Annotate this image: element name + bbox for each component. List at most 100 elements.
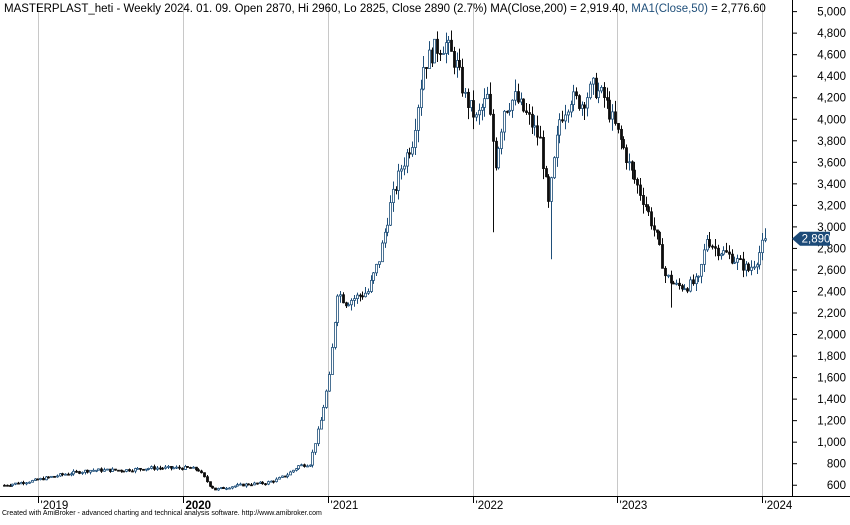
- candle-body: [522, 98, 525, 112]
- candle-body: [317, 428, 320, 445]
- candle-body: [667, 274, 670, 277]
- candle-body: [11, 483, 14, 486]
- candle-body: [481, 107, 484, 111]
- candle-body: [528, 112, 531, 115]
- candle-body: [661, 244, 664, 269]
- candle-body: [567, 111, 570, 116]
- candle-body: [445, 42, 448, 54]
- y-tick-label: 2,600: [817, 265, 846, 277]
- candle-body: [278, 477, 281, 480]
- candle-body: [150, 466, 153, 469]
- candle-body: [403, 165, 406, 170]
- candle-body: [142, 468, 145, 471]
- candle-body: [361, 295, 364, 298]
- candle-body: [447, 39, 450, 44]
- candle-body: [620, 128, 623, 140]
- candle-body: [386, 224, 389, 233]
- candle-body: [353, 298, 356, 301]
- candle-body: [186, 466, 189, 468]
- candle-body: [103, 469, 106, 472]
- candle-body: [531, 113, 534, 128]
- candle-body: [656, 229, 659, 233]
- candle-body: [672, 282, 675, 285]
- candle-body: [97, 468, 100, 471]
- candle-body: [683, 288, 686, 291]
- candle-body: [572, 91, 575, 105]
- candle-body: [617, 123, 620, 130]
- candle-body: [695, 276, 698, 285]
- y-tick-label: 5,000: [817, 7, 846, 19]
- candle-body: [134, 468, 137, 472]
- candle-body: [239, 483, 242, 486]
- candle-body: [595, 77, 598, 98]
- last-price-badge: 2,890: [792, 231, 830, 246]
- candle-body: [408, 152, 411, 155]
- candle-body: [700, 263, 703, 277]
- candle-body: [533, 125, 536, 128]
- candle-body: [753, 266, 756, 269]
- candle-body: [675, 282, 678, 285]
- candle-body: [411, 147, 414, 155]
- candle-body: [250, 484, 253, 487]
- y-tick-label: 1,800: [817, 351, 846, 363]
- candle-body: [633, 169, 636, 180]
- candle-body: [25, 482, 28, 485]
- candle-body: [392, 188, 395, 203]
- candle-body: [761, 239, 764, 254]
- candle-body: [458, 60, 461, 68]
- candle-body: [17, 482, 20, 485]
- candle-body: [397, 170, 400, 191]
- candle-body: [650, 211, 653, 227]
- candle-body: [161, 467, 164, 470]
- candle-body: [742, 258, 745, 271]
- candle-body: [756, 264, 759, 268]
- candle-body: [583, 104, 586, 109]
- candle-body: [247, 483, 250, 486]
- candle-body: [267, 481, 270, 485]
- candle-body: [731, 253, 734, 264]
- candle-body: [697, 275, 700, 278]
- candle-body: [203, 472, 206, 478]
- candle-body: [172, 467, 175, 470]
- candle-body: [442, 53, 445, 55]
- x-tick-label: '2019: [41, 500, 69, 512]
- candle-body: [264, 483, 267, 486]
- y-tick-label: 2,800: [817, 243, 846, 255]
- candle-body: [217, 488, 220, 491]
- candle-body: [428, 49, 431, 69]
- candle-body: [197, 469, 200, 472]
- candle-body: [717, 247, 720, 257]
- candle-body: [389, 202, 392, 226]
- candle-body: [711, 245, 714, 248]
- candle-body: [75, 470, 78, 473]
- candle-body: [164, 466, 167, 469]
- x-tick-label: 2020: [186, 500, 212, 512]
- candle-body: [309, 464, 312, 467]
- y-tick-label: 2,200: [817, 308, 846, 320]
- candle-body: [553, 157, 556, 179]
- candle-body: [125, 469, 128, 472]
- candle-body: [503, 110, 506, 133]
- candle-body: [47, 476, 50, 479]
- candle-body: [56, 475, 59, 478]
- candle-body: [486, 93, 489, 100]
- candle-body: [720, 253, 723, 257]
- candle-body: [64, 473, 67, 476]
- candle-body: [231, 486, 234, 489]
- candle-body: [36, 478, 39, 481]
- candle-body: [483, 98, 486, 108]
- candle-body: [242, 483, 245, 487]
- candle-body: [275, 478, 278, 483]
- candle-body: [61, 473, 64, 476]
- candle-body: [589, 83, 592, 99]
- candle-body: [114, 468, 117, 471]
- candle-body: [45, 476, 48, 481]
- candle-body: [736, 258, 739, 263]
- candle-body: [295, 468, 298, 471]
- candle-body: [497, 148, 500, 169]
- candle-body: [289, 471, 292, 476]
- candle-body: [306, 465, 309, 468]
- y-tick-label: 800: [827, 459, 846, 471]
